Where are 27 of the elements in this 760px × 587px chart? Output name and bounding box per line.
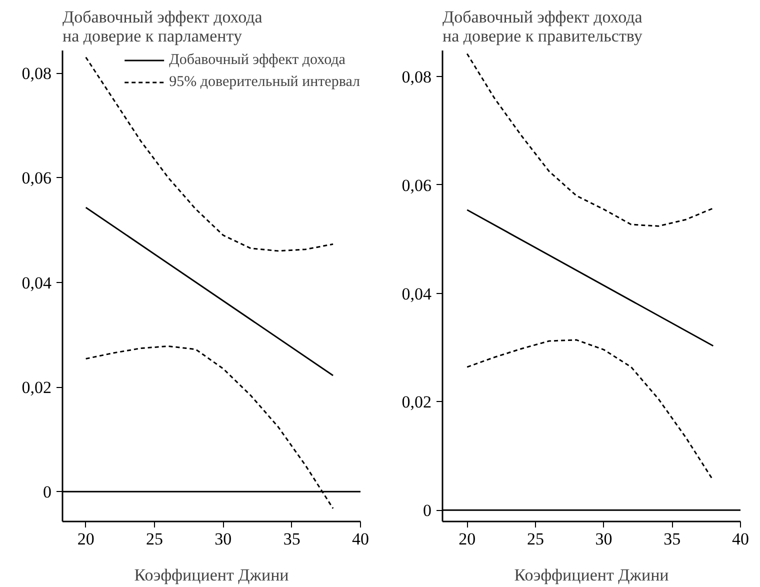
legend-label: Добавочный эффект дохода bbox=[169, 52, 346, 68]
x-tick-label: 20 bbox=[77, 530, 94, 548]
y-tick-label: 0,08 bbox=[402, 68, 432, 87]
legend-label: 95% доверительный интервал bbox=[169, 74, 360, 90]
chart-title: Добавочный эффект дохода на доверие к правительству bbox=[442, 8, 643, 46]
y-tick-label: 0,04 bbox=[22, 273, 52, 292]
y-tick-label: 0 bbox=[423, 501, 432, 520]
y-tick-label: 0,08 bbox=[22, 64, 52, 84]
y-tick-label: 0,06 bbox=[402, 176, 432, 195]
y-tick-label: 0,04 bbox=[402, 284, 432, 304]
x-tick-label: 40 bbox=[732, 530, 749, 548]
x-tick-label: 20 bbox=[458, 530, 476, 548]
x-tick-label: 40 bbox=[352, 530, 369, 548]
x-axis-title: Коэффициент Джини bbox=[514, 566, 669, 584]
y-tick-label: 0,02 bbox=[402, 392, 432, 412]
x-tick-label: 25 bbox=[146, 530, 164, 548]
x-tick-label: 30 bbox=[214, 530, 232, 548]
x-tick-label: 25 bbox=[526, 530, 544, 548]
x-tick-label: 35 bbox=[664, 530, 681, 548]
y-tick-label: 0 bbox=[43, 482, 52, 502]
x-tick-label: 30 bbox=[595, 530, 612, 548]
chart-title: Добавочный эффект дохода на доверие к парламенту bbox=[62, 8, 263, 46]
x-axis-title: Коэффициент Джини bbox=[134, 566, 289, 584]
line-series bbox=[466, 53, 714, 227]
y-tick-label: 0,02 bbox=[22, 378, 52, 398]
x-tick-label: 35 bbox=[283, 530, 300, 548]
y-tick-label: 0,06 bbox=[22, 168, 52, 188]
